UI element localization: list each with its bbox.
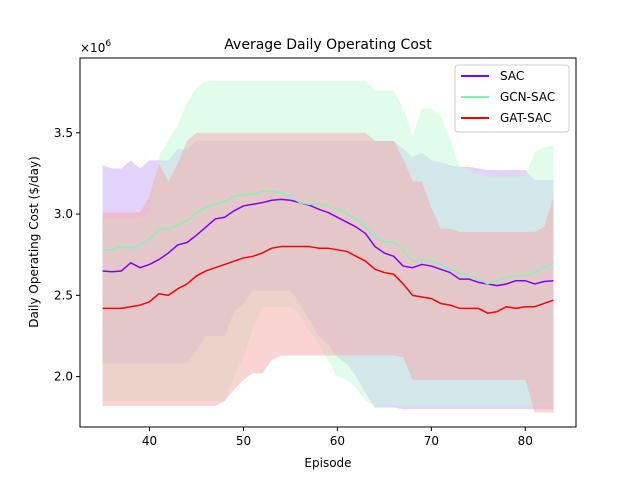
plot-area-frame xyxy=(79,57,577,428)
y-tick-label: 2.5 xyxy=(54,288,73,302)
y-tick-label: 3.5 xyxy=(54,126,73,140)
x-tick-label: 70 xyxy=(424,434,439,448)
y-tick-label: 2.0 xyxy=(54,370,73,384)
y-axis-label: Daily Operating Cost ($/day) xyxy=(27,156,41,328)
y-axis-multiplier: ×106 xyxy=(80,39,111,55)
line-gat-sac xyxy=(102,245,554,314)
x-tick-label: 80 xyxy=(518,434,533,448)
confidence-bands xyxy=(102,80,554,413)
legend-box xyxy=(454,64,570,133)
y-axis-ticks: 2.0 2.5 3.0 3.5 xyxy=(54,126,80,384)
legend-label-gcn-sac: GCN-SAC xyxy=(500,90,555,104)
x-tick-label: 40 xyxy=(142,434,157,448)
x-axis-label: Episode xyxy=(304,456,351,470)
line-gcn-sac xyxy=(102,190,554,285)
x-tick-label: 50 xyxy=(236,434,251,448)
x-axis-ticks: 40 50 60 70 80 xyxy=(142,427,533,448)
x-tick-label: 60 xyxy=(330,434,345,448)
legend-label-gat-sac: GAT-SAC xyxy=(500,111,551,125)
y-axis-multiplier-base: ×10 xyxy=(80,41,105,55)
y-axis-multiplier-exponent: 6 xyxy=(105,39,111,49)
legend-label-sac: SAC xyxy=(500,69,524,83)
line-sac xyxy=(102,198,554,287)
chart-title: Average Daily Operating Cost xyxy=(224,37,432,53)
legend: SAC GCN-SAC GAT-SAC xyxy=(454,64,570,133)
y-tick-label: 3.0 xyxy=(54,207,73,221)
series-lines xyxy=(102,190,554,314)
band-gat-sac xyxy=(102,132,554,413)
